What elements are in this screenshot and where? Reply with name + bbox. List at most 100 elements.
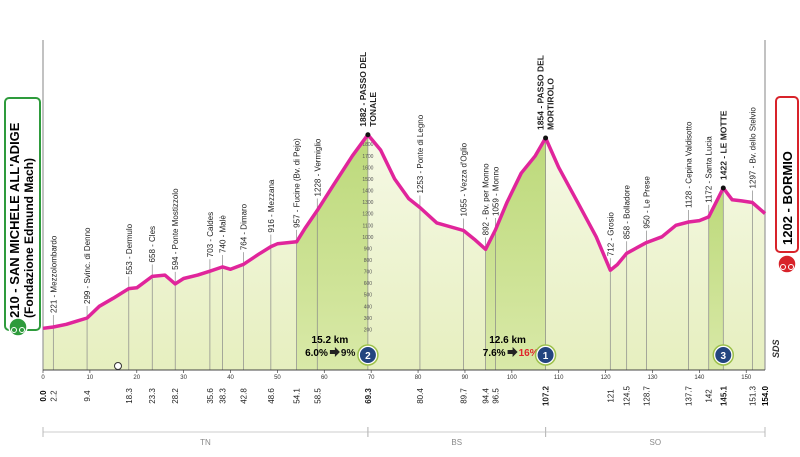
credit: SDS [771,339,781,358]
km-label: 94.4 [482,388,491,404]
climb-area [296,134,368,370]
waypoint-label: 1422 - LE MOTTE [718,110,728,180]
x-tick-label: 30 [180,375,187,381]
climb-arrow [329,347,340,357]
waypoint-label: 299 - Svinc. di Denno [83,227,92,304]
waypoint-label: 1253 - Ponte di Legno [416,114,425,193]
area-layer [43,134,765,370]
finish-icon-wheel [788,264,794,270]
top-layer: 15.2 km 6.0% 9% 2 12.6 km 7.6% 16% 1 3 221 - Mezz… [39,52,770,447]
x-tick-label: 80 [415,375,422,381]
km-label: 137.7 [685,385,694,406]
x-tick-label: 110 [554,375,564,381]
waypoint-label: 892 - Bv. per Monno [482,163,491,235]
km-label: 9.4 [83,390,92,402]
x-tick-label: 20 [133,375,140,381]
lines-layer: 2003004005006007008009001000110012001300… [42,40,767,370]
km-label: 23.3 [148,388,157,404]
km-label: 121 [606,389,615,403]
waypoint-label: 1854 - PASSO DEL [536,55,546,130]
waypoint-label: 764 - Dimaro [240,203,249,250]
climb-avg: 6.0% [305,348,328,359]
profile-area [43,134,765,370]
waypoint-label: 658 - Cles [148,226,157,262]
finish-icon-wheel [780,264,786,270]
waypoint-label: 594 - Ponte Mostizzolo [171,188,180,270]
climb-badge [537,347,554,363]
x-tick-label: 120 [601,375,612,381]
x-tick-label: 100 [507,375,518,381]
km-label: 142 [705,389,714,403]
km-label: 2.2 [49,390,58,402]
sprint-icon [114,362,122,370]
start-icon [8,317,28,337]
waypoint-label: 1228 - Vermiglio [313,138,322,196]
x-tick-label: 0 [41,375,45,381]
climb-max: 16% [519,348,539,359]
climb-arrow [507,347,518,357]
finish-icon [777,254,797,274]
waypoint-label: 1055 - Vezza d'Oglio [460,142,469,216]
start-label: 210 - SAN MICHELE ALL'ADIGE [7,122,22,318]
finish-box [775,96,799,253]
km-label: 69.3 [364,388,373,404]
climb-badge [359,347,376,363]
x-tick-label: 10 [87,375,94,381]
waypoint-label: 553 - Dermulo [125,223,134,274]
waypoint-label: TONALE [368,92,378,127]
waypoint-label: 1172 - Santa Lucia [705,136,714,203]
x-tick-label: 130 [647,375,658,381]
km-label: 54.1 [293,388,302,404]
summit-dot [720,185,726,191]
waypoint-label: 950 - Le Prese [642,176,651,229]
km-label: 128.7 [642,385,651,406]
start-icon-wheel [11,327,17,333]
km-label: 58.5 [313,388,322,404]
waypoint-label: 1882 - PASSO DEL [358,52,368,127]
climb-avg: 7.6% [483,348,506,359]
km-label: 38.3 [219,388,228,404]
climb-category: 2 [365,351,371,362]
summit-dot [365,132,371,138]
climb-area [485,138,546,370]
summit-dot [543,135,549,141]
km-label: 48.6 [267,388,276,404]
start-sublabel: (Fondazione Edmund Mach) [22,158,36,318]
finish-label: 1202 - BORMIO [780,151,795,245]
km-label: 145.1 [719,385,728,406]
km-label: 154.0 [761,385,770,406]
climb-category: 1 [543,351,549,362]
km-label: 18.3 [125,388,134,404]
waypoint-label: 916 - Mezzana [267,179,276,232]
km-label: 96.5 [491,388,500,404]
x-tick-label: 150 [741,375,752,381]
km-label: 42.8 [240,388,249,404]
x-tick-label: 70 [368,375,375,381]
x-tick-label: 90 [462,375,469,381]
waypoint-label: MORTIROLO [546,78,556,130]
profile-line [42,132,767,331]
km-label: 151.3 [748,385,757,406]
waypoint-label: 858 - Bolladore [623,184,632,239]
climb-badge [715,347,732,363]
waypoint-label: 703 - Caldes [206,212,215,257]
waypoint-label: 957 - Fucine (Bv. di Pejo) [293,138,302,228]
km-label: 89.7 [460,388,469,404]
km-label: 28.2 [171,388,180,404]
climb-area [708,188,724,370]
start-icon-wheel [19,327,25,333]
waypoint-label: 1128 - Cepina Valdisotto [685,121,694,208]
waypoint-label: 221 - Mezzolombardo [49,235,58,313]
x-tick-label: 50 [274,375,281,381]
region-label: BS [451,438,462,447]
x-tick-label: 40 [227,375,234,381]
km-label: 35.6 [206,388,215,404]
waypoint-label: 740 - Malè [219,215,228,253]
climb-category: 3 [720,351,726,362]
region-label: TN [200,438,211,447]
x-tick-label: 140 [694,375,705,381]
climb-length: 15.2 km [312,335,349,346]
climb-length: 12.6 km [489,335,526,346]
km-label: 0.0 [39,390,48,402]
